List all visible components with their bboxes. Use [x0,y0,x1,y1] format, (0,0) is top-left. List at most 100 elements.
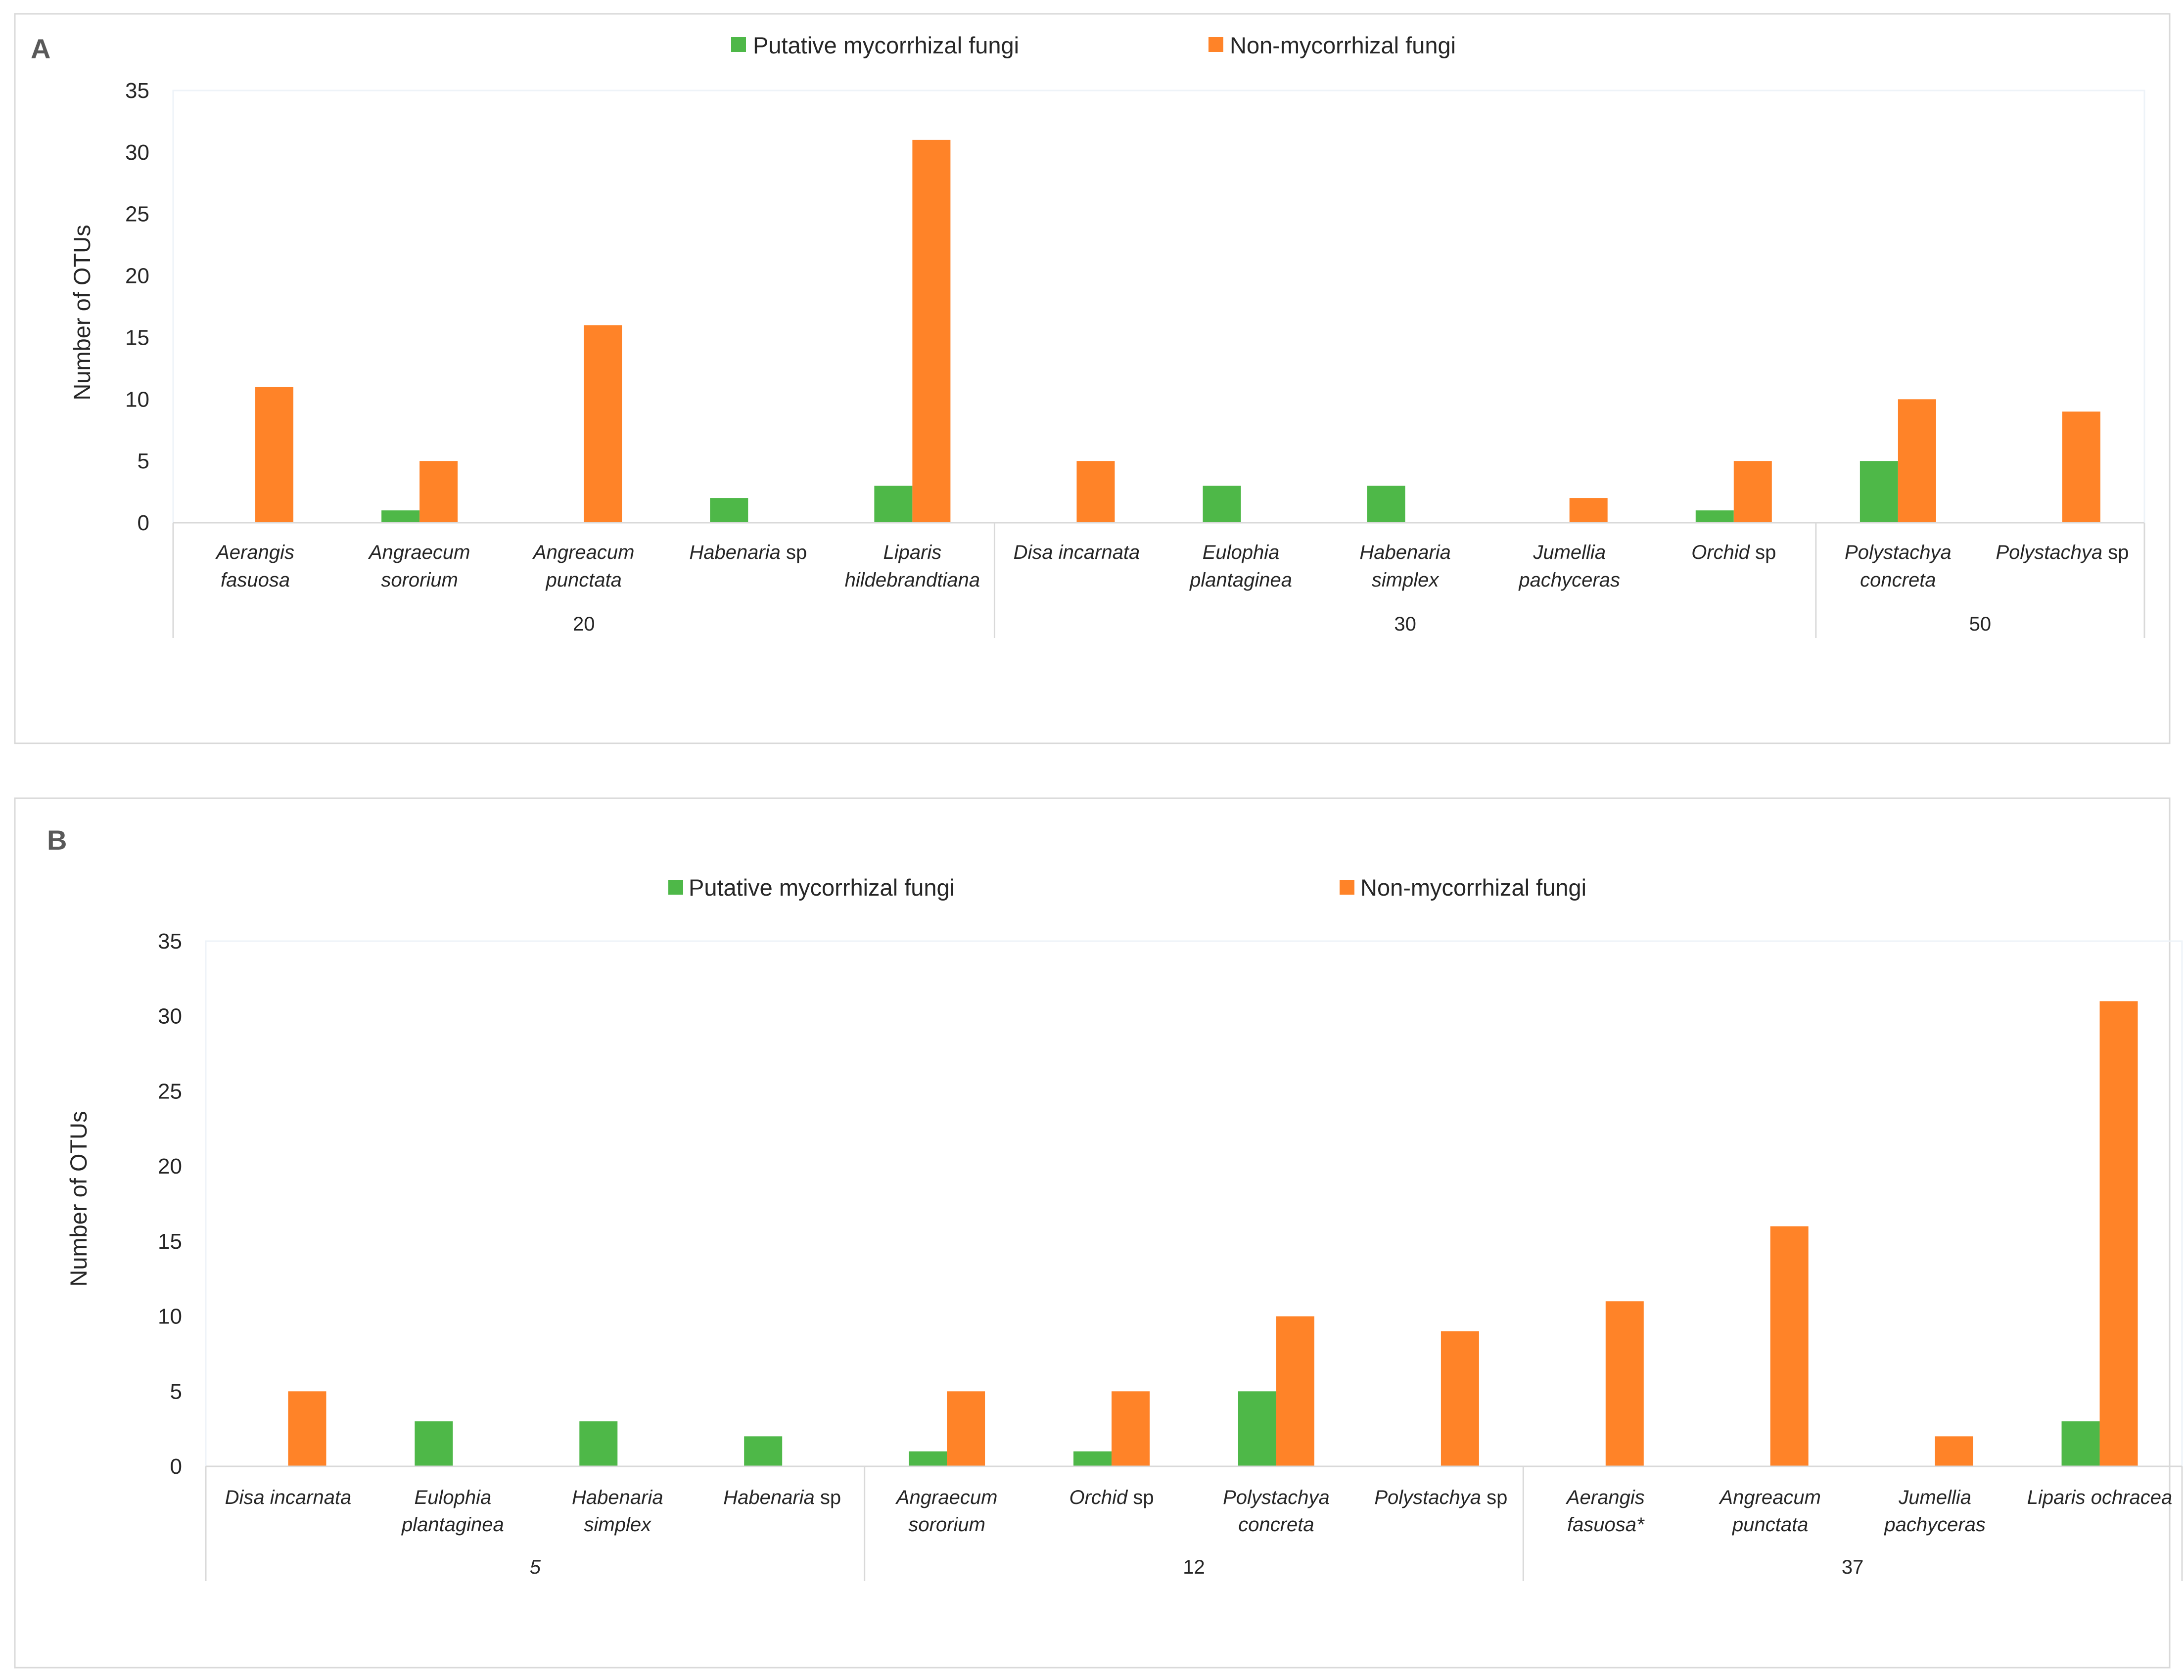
bar-mycorrhizal [1238,1391,1276,1466]
bar-non-mycorrhizal [947,1391,985,1466]
x-tick-label: Orchid sp [1691,542,1776,563]
x-tick-label: Liparis [883,542,941,563]
y-tick-label: 15 [158,1229,182,1254]
legend-swatch-mycorrhizal [731,37,746,52]
bar-mycorrhizal [381,510,420,523]
group-label: 30 [1394,613,1416,635]
bar-non-mycorrhizal [1076,461,1115,523]
y-tick-label: 5 [170,1379,182,1404]
panel-a-plot: 0 5 10 15 20 25 30 35 Aerangis fasuosa Angraecum so… [125,79,2145,638]
y-tick-label: 25 [158,1079,182,1103]
x-tick-label-line2: pachyceras [1518,569,1620,591]
y-tick-label: 20 [125,264,149,288]
legend-swatch-non-mycorrhizal [1208,37,1223,52]
group-label: 50 [1969,613,1992,635]
bar-mycorrhizal [710,498,748,523]
y-tick-label: 20 [158,1154,182,1179]
bar-mycorrhizal [1367,486,1405,523]
y-tick-label: 15 [125,325,149,350]
x-tick-label: Habenaria [1359,542,1451,563]
bar-non-mycorrhizal [1770,1226,1809,1466]
x-tick-label: Jumellia [1898,1487,1971,1508]
x-tick-label-line2: simplex [584,1514,652,1536]
x-tick-label-line2: simplex [1372,569,1440,591]
panel-b-plot: 0 5 10 15 20 25 30 35 Disa incarnata Eulophia plan… [158,929,2183,1581]
x-tick-label-line2: punctata [1732,1514,1808,1536]
legend-swatch-mycorrhizal [668,880,683,895]
x-tick-label-line2: fasuosa* [1567,1514,1645,1536]
x-tick-label: Orchid sp [1069,1487,1154,1508]
panel-a-legend: Putative mycorrhizal fungi Non-mycorrhiz… [731,32,1456,58]
bar-mycorrhizal [1859,461,1898,523]
x-tick-label: Polystachya [1845,542,1952,563]
group-label: 5 [530,1556,541,1578]
y-tick-label: 35 [125,79,149,103]
legend-label-mycorrhizal: Putative mycorrhizal fungi [753,32,1019,58]
bar-non-mycorrhizal [1898,399,1936,523]
bar-mycorrhizal [1695,510,1734,523]
x-tick-label: Jumellia [1533,542,1606,563]
x-tick-label: Eulophia [1203,542,1280,563]
x-tick-label-line2: punctata [545,569,621,591]
panel-b-border [14,797,2171,1669]
x-tick-label: Polystachya sp [1374,1487,1507,1508]
panel-b-letter: B [47,824,67,856]
bar-mycorrhizal [579,1421,618,1466]
y-tick-label: 30 [158,1004,182,1029]
x-tick-label: Polystachya [1223,1487,1330,1508]
x-tick-label: Angraecum [368,542,470,563]
x-tick-label: Angreacum [1719,1487,1821,1508]
group-label: 12 [1183,1556,1205,1578]
bar-mycorrhizal [2061,1421,2100,1466]
bar-non-mycorrhizal [2062,411,2100,523]
y-tick-label: 35 [158,929,182,954]
x-tick-label: Disa incarnata [1014,542,1140,563]
bar-non-mycorrhizal [1441,1331,1479,1466]
x-tick-label-line2: sororium [381,569,458,591]
panel-b: B Putative mycorrhizal fungi Non-mycorrh… [14,797,2183,1669]
x-tick-label-line2: sororium [908,1514,985,1536]
bar-mycorrhizal [415,1421,453,1466]
panel-b-legend: Putative mycorrhizal fungi Non-mycorrhiz… [668,874,1586,901]
x-tick-label: Aerangis [1566,1487,1645,1508]
bar-mycorrhizal [1203,486,1241,523]
x-tick-label: Angreacum [532,542,635,563]
panel-a: A Putative mycorrhizal fungi Non-mycorrh… [14,13,2171,744]
x-tick-label-line2: hildebrandtiana [845,569,980,591]
y-tick-label: 0 [138,511,149,535]
y-tick-label: 10 [125,387,149,411]
x-tick-label-line2: pachyceras [1884,1514,1986,1536]
bar-non-mycorrhizal [1569,498,1608,523]
bar-mycorrhizal [874,486,913,523]
bar-non-mycorrhizal [419,461,458,523]
bar-non-mycorrhizal [912,139,951,523]
x-tick-label: Disa incarnata [225,1487,352,1508]
panel-b-y-axis-title: Number of OTUs [65,1111,92,1286]
legend-label-non-mycorrhizal: Non-mycorrhizal fungi [1360,874,1586,901]
bar-mycorrhizal [909,1451,947,1466]
bar-non-mycorrhizal [1112,1391,1150,1466]
x-tick-label: Habenaria sp [689,542,807,563]
x-tick-label: Habenaria [572,1487,663,1508]
panel-a-border [14,13,2171,744]
bar-non-mycorrhizal [288,1391,326,1466]
legend-label-non-mycorrhizal: Non-mycorrhizal fungi [1230,32,1456,58]
x-tick-label: Polystachya sp [1996,542,2129,563]
x-tick-label: Liparis ochracea [2027,1487,2173,1508]
x-tick-label-line2: plantaginea [401,1514,504,1536]
x-tick-label-line2: fasuosa [221,569,290,591]
x-tick-label-line2: concreta [1860,569,1936,591]
legend-swatch-non-mycorrhizal [1340,880,1354,895]
bar-mycorrhizal [1073,1451,1112,1466]
bar-non-mycorrhizal [1733,461,1772,523]
x-tick-label: Eulophia [415,1487,492,1508]
y-tick-label: 30 [125,140,149,165]
group-label: 37 [1842,1556,1864,1578]
y-tick-label: 0 [170,1454,182,1479]
x-tick-label-line2: plantaginea [1189,569,1292,591]
x-tick-label-line2: concreta [1238,1514,1314,1536]
panel-a-y-axis-title: Number of OTUs [69,225,95,400]
x-tick-label: Aerangis [215,542,294,563]
y-tick-label: 10 [158,1305,182,1329]
bar-non-mycorrhizal [255,387,294,523]
